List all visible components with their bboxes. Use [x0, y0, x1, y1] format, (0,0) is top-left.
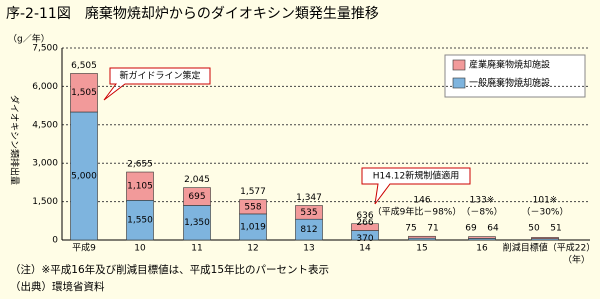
y-tick-label: 6,000: [32, 82, 58, 92]
legend-swatch: [452, 59, 466, 71]
legend-label: 産業廃棄物焼却施設: [469, 59, 550, 71]
y-tick-label: 0: [52, 236, 58, 246]
bar-segment: [408, 235, 436, 239]
bar-segment: [351, 223, 379, 231]
bar-segment: [183, 205, 211, 241]
y-tick-label: 4,500: [32, 120, 58, 130]
value-label: 69: [465, 224, 477, 234]
bar-segment: [126, 171, 154, 201]
x-tick-label: 削減目標値（平成22）: [503, 242, 595, 254]
bar-segment: [239, 199, 267, 215]
bar-segment: [295, 205, 323, 220]
value-label: 1,019: [240, 222, 266, 232]
value-label: 695: [188, 192, 205, 202]
annotation: （－30%）: [521, 207, 568, 218]
value-label: 1,350: [184, 218, 210, 228]
total-label: 101※: [533, 196, 558, 206]
note: （出典）環境省資料: [10, 280, 105, 293]
value-label: 812: [300, 225, 317, 235]
y-tick-label: 7,500: [32, 44, 58, 54]
bar-segment: [183, 187, 211, 206]
value-label: 1,105: [127, 182, 153, 192]
note: （注）※平成16年及び削減目標値は、平成15年比のパーセント表示: [10, 263, 329, 276]
x-tick-label: 12: [247, 244, 258, 254]
total-label: 1,577: [240, 187, 266, 197]
value-label: 5,000: [71, 172, 97, 182]
callout-text: H14.12新規制値適用: [373, 170, 460, 182]
x-tick-label: 16: [476, 244, 488, 254]
total-label: 636: [356, 211, 373, 221]
y-tick-label: 3,000: [32, 159, 58, 169]
value-label: 370: [356, 234, 373, 244]
value-label: 75: [405, 224, 416, 234]
legend-swatch: [452, 77, 466, 89]
total-label: 133※: [470, 196, 495, 206]
total-label: 2,655: [127, 160, 153, 170]
value-label: 71: [427, 224, 438, 234]
y-unit: （g／年）: [8, 33, 50, 45]
value-label: 64: [487, 224, 499, 234]
bar-segment: [531, 237, 559, 239]
chart-title: 序-2-11図 廃棄物焼却炉からのダイオキシン類発生量推移: [6, 5, 379, 22]
value-label: 51: [550, 224, 561, 234]
x-tick-label: 13: [303, 244, 314, 254]
bar-segment: [70, 73, 98, 113]
x-tick-label: 10: [134, 244, 146, 254]
x-tick-label: 11: [191, 244, 202, 254]
x-tick-label: 14: [359, 244, 371, 254]
x-tick-label: 15: [416, 244, 427, 254]
value-label: 1,505: [71, 88, 97, 98]
value-label: 535: [300, 208, 317, 218]
value-label: 1,550: [127, 216, 153, 226]
callout-text: 新ガイドライン策定: [119, 70, 200, 82]
legend: [444, 54, 586, 98]
y-axis-label: ダイオキシン類排出量: [9, 95, 21, 185]
value-label: 50: [528, 224, 540, 234]
annotation: （平成9年比－98%）: [373, 206, 462, 218]
value-label: 266: [356, 218, 373, 228]
total-label: 146: [413, 196, 430, 206]
callout: 新ガイドライン策定: [103, 67, 211, 101]
legend-label: 一般廃棄物焼却施設: [469, 77, 550, 89]
total-label: 6,505: [71, 61, 97, 71]
y-tick-label: 1,500: [32, 197, 58, 207]
bar-segment: [468, 236, 496, 239]
x-unit: （年）: [563, 254, 590, 266]
callout: H14.12新規制値適用: [361, 167, 471, 205]
total-label: 2,045: [184, 175, 210, 185]
total-label: 1,347: [296, 193, 322, 203]
value-label: 558: [244, 202, 261, 212]
annotation: （－8%）: [461, 207, 502, 218]
x-tick-label: 平成9: [72, 242, 96, 254]
